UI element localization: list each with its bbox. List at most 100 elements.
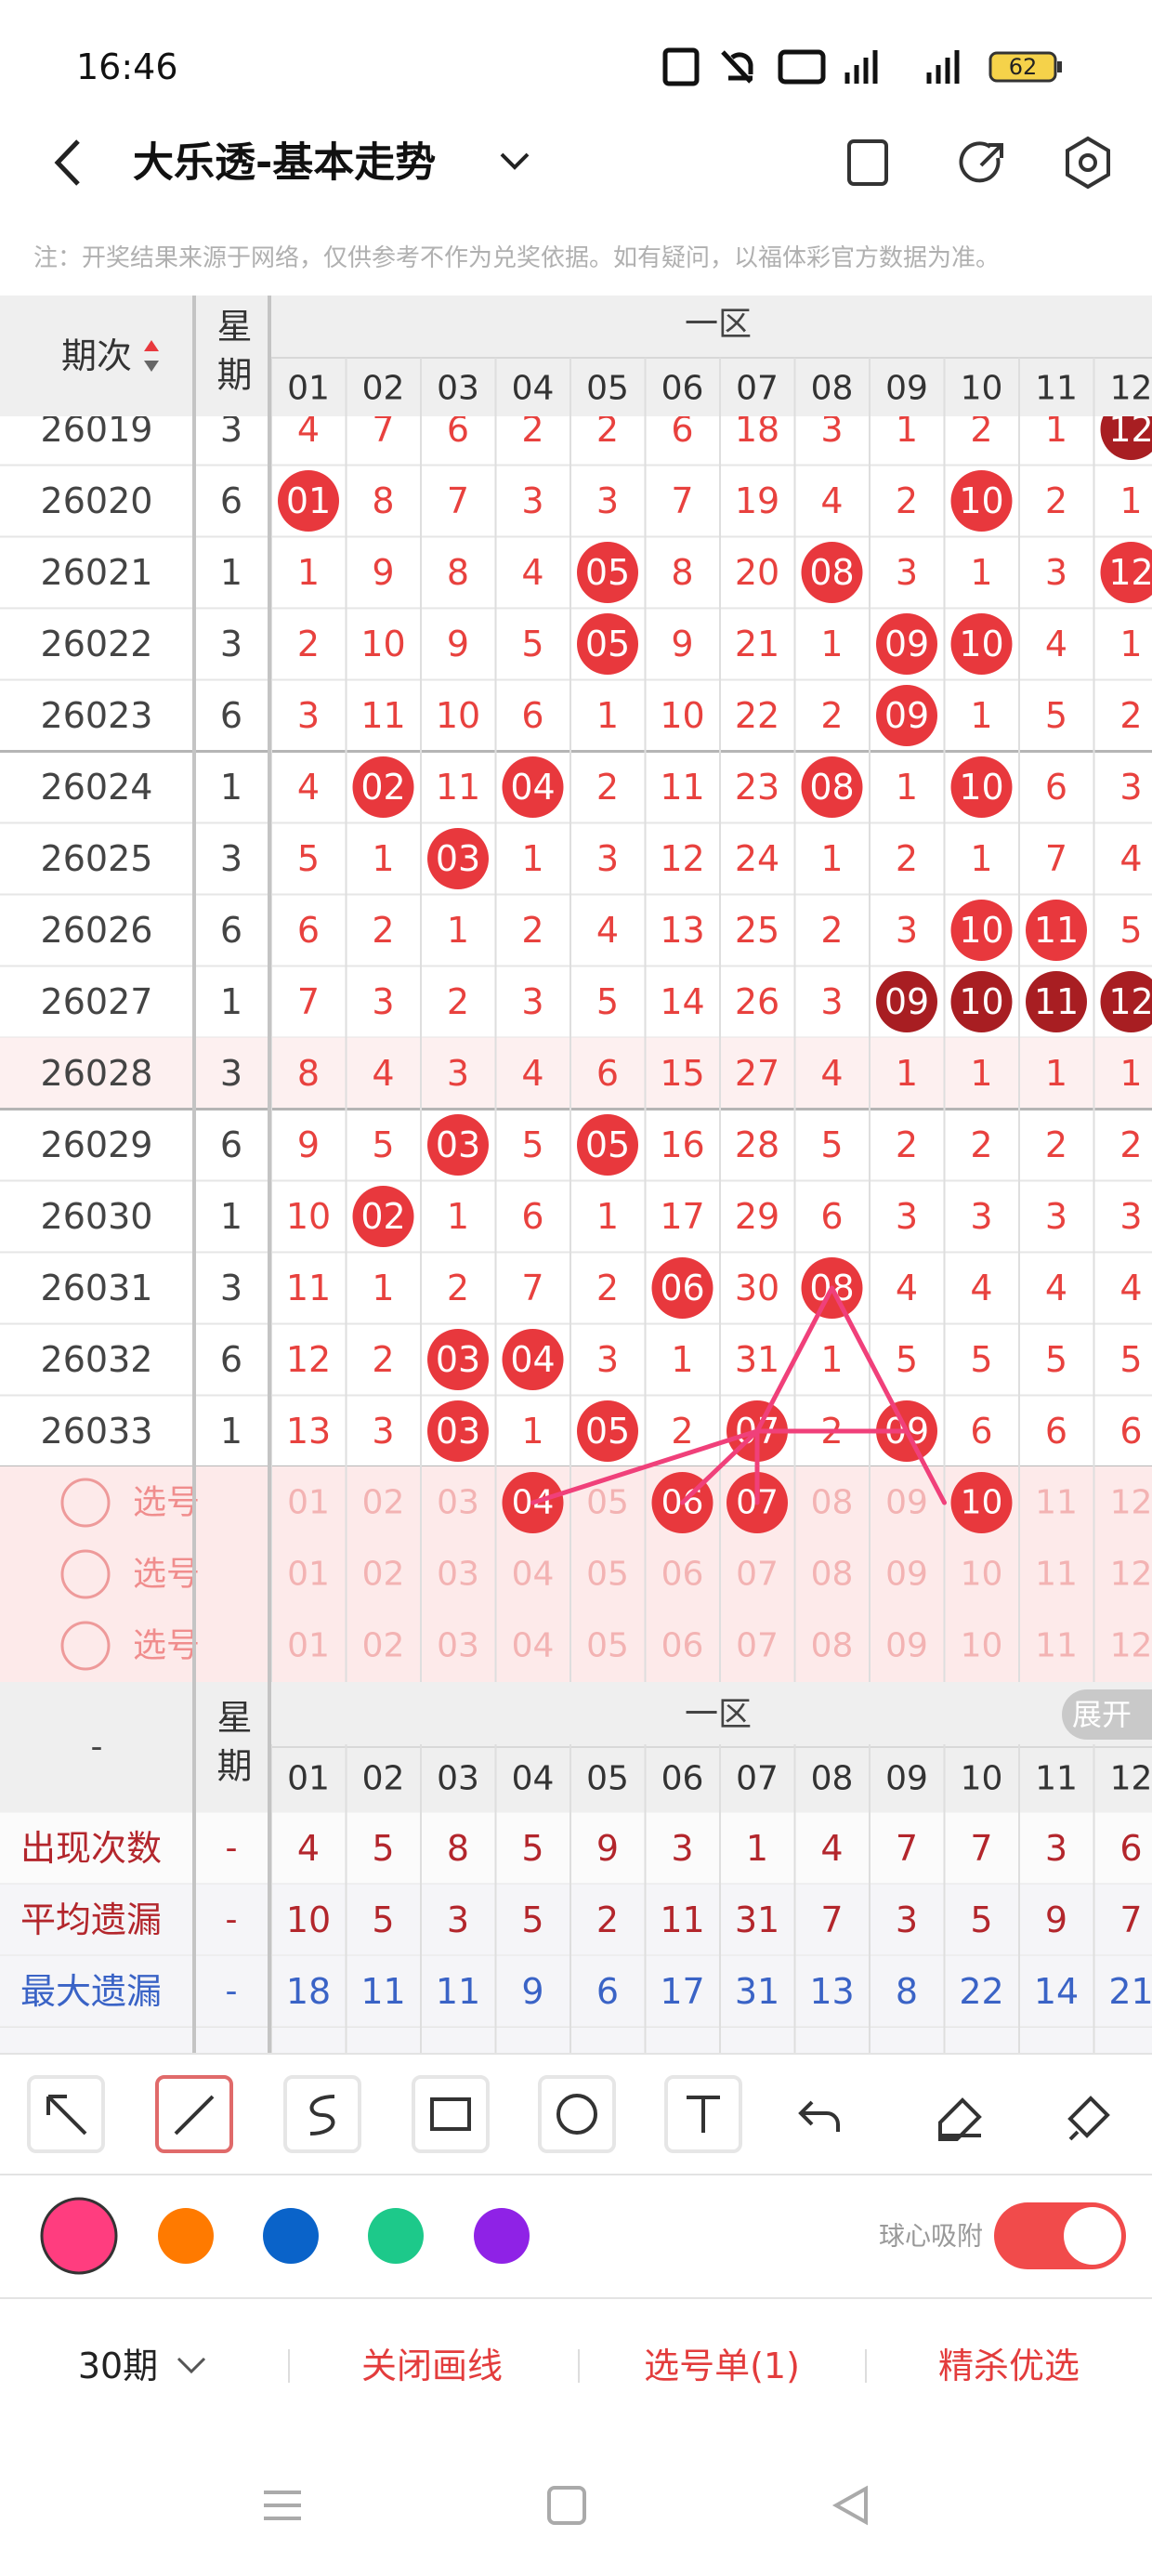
weekday: 3 [220,1268,242,1308]
pick-number[interactable]: 09 [885,1556,928,1594]
sort-up[interactable] [144,340,159,351]
pick-number[interactable]: 08 [811,1484,854,1522]
tool-eraser[interactable] [938,2097,982,2141]
hit-number: 04 [510,767,555,808]
pick-number[interactable]: 03 [437,1556,479,1594]
pick-number[interactable]: 08 [811,1556,854,1594]
pick-label[interactable]: 选号 [133,1627,200,1665]
pick-number[interactable]: 07 [736,1556,779,1594]
pick-number[interactable]: 06 [661,1627,704,1665]
pick-number[interactable]: 01 [287,1627,330,1665]
title-dropdown[interactable] [500,152,530,170]
color-swatch[interactable] [474,2208,530,2264]
repeat-ball [1026,971,1087,1032]
color-swatch[interactable] [368,2208,424,2264]
pick-number[interactable]: 01 [287,1556,330,1594]
pick-number[interactable]: 02 [362,1556,405,1594]
stats-value: 11 [436,1971,480,2012]
status-time: 16:46 [76,46,178,87]
stats-value: 22 [959,1971,1003,2012]
icon-share[interactable] [959,141,1003,183]
issue-header[interactable]: 期次 [61,335,132,376]
hit-number: 12 [1108,981,1152,1022]
pick-number[interactable]: 05 [586,1556,629,1594]
miss-count: 2 [820,695,843,736]
miss-count: 2 [521,409,543,450]
issue-number: 26032 [41,1339,153,1380]
pick-number[interactable]: 03 [437,1484,479,1522]
drawn-line [904,1428,947,1505]
stats-value: 13 [809,1971,854,2012]
pick-number[interactable]: 03 [437,1627,479,1665]
pick-number[interactable]: 12 [1110,1484,1152,1522]
expand-button[interactable] [1062,1689,1152,1740]
pick-radio[interactable] [60,1621,111,1671]
pick-label[interactable]: 选号 [133,1556,200,1594]
pick-number[interactable]: 10 [961,1556,1003,1594]
miss-count: 3 [297,695,320,736]
tool-curve[interactable] [283,2075,361,2153]
back-button[interactable] [54,139,80,186]
pick-number[interactable]: 05 [586,1627,629,1665]
pick-radio[interactable] [60,1478,111,1528]
tool-rect[interactable] [412,2075,490,2153]
nav-home[interactable] [547,2486,586,2525]
issue-number: 26019 [41,409,153,450]
tool-line[interactable] [155,2075,233,2153]
pick-number[interactable]: 04 [512,1627,555,1665]
action-button[interactable]: 选号单(1) [644,2346,800,2386]
miss-count: 11 [360,695,405,736]
pick-radio[interactable] [60,1549,111,1599]
weekday: 6 [220,1124,242,1165]
tool-circle[interactable] [538,2075,616,2153]
pick-number[interactable]: 02 [362,1484,405,1522]
period-select[interactable]: 30期 [78,2346,158,2386]
icon-settings[interactable] [1066,136,1110,190]
stats-week: - [226,1830,238,1868]
pick-number[interactable]: 10 [961,1627,1003,1665]
pick-number[interactable]: 05 [586,1484,629,1522]
color-swatch[interactable] [158,2208,214,2264]
pick-label[interactable]: 选号 [133,1484,200,1522]
pick-ball[interactable] [950,1472,1013,1533]
tool-clear[interactable] [1067,2096,1110,2141]
miss-count: 3 [596,480,619,521]
hit-ball [950,470,1013,532]
pick-number[interactable]: 11 [1035,1627,1078,1665]
sort-down[interactable] [144,361,159,372]
tool-text[interactable] [664,2075,742,2153]
miss-count: 3 [372,1411,394,1452]
miss-count: 1 [372,1268,394,1308]
icon-device[interactable] [847,139,888,186]
tool-undo[interactable] [798,2100,840,2132]
color-swatch[interactable] [40,2197,118,2275]
header-bg [0,296,1152,416]
hit-ball [502,756,564,818]
pick-number[interactable]: 10 [961,1484,1003,1522]
pick-number[interactable]: 12 [1110,1627,1152,1665]
pick-number[interactable]: 09 [885,1627,928,1665]
pick-number[interactable]: 07 [736,1627,779,1665]
pick-number[interactable]: 06 [661,1556,704,1594]
expand-label[interactable]: 展开 [1072,1697,1132,1732]
pick-number[interactable]: 01 [287,1484,330,1522]
miss-count: 1 [970,838,992,879]
nav-back[interactable] [831,2485,868,2526]
pick-number[interactable]: 02 [362,1627,405,1665]
stats-value: 3 [447,1899,469,1940]
hit-number: 10 [959,981,1003,1022]
pick-number[interactable]: 08 [811,1627,854,1665]
stats-value: 10 [286,1899,331,1940]
pick-number[interactable]: 11 [1035,1556,1078,1594]
nav-menu[interactable] [264,2491,301,2520]
tool-arrow[interactable] [27,2075,105,2153]
color-swatch[interactable] [263,2208,319,2264]
pick-number[interactable]: 09 [885,1484,928,1522]
stats-value: 31 [735,1899,779,1940]
action-button[interactable]: 精杀优选 [938,2346,1080,2386]
repeat-ball [1100,971,1152,1032]
pick-number[interactable]: 04 [512,1556,555,1594]
pick-number[interactable]: 11 [1035,1484,1078,1522]
action-button[interactable]: 关闭画线 [361,2346,503,2386]
pick-number[interactable]: 12 [1110,1556,1152,1594]
